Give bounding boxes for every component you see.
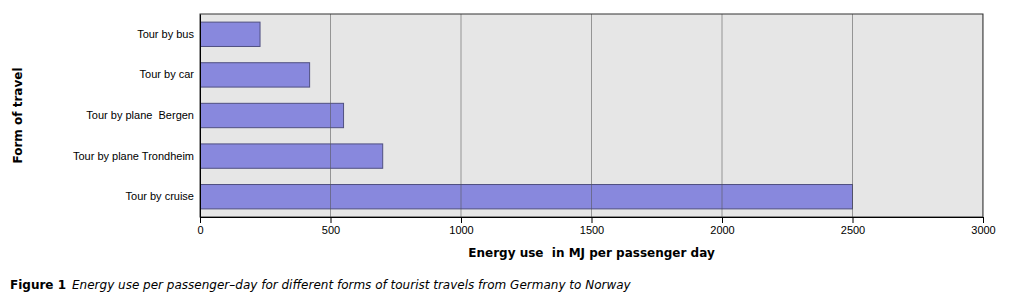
grid-line xyxy=(852,14,853,217)
chart: 050010001500200025003000Tour by cruiseTo… xyxy=(0,0,1023,303)
tick: Tour by plane Trondheim xyxy=(73,150,194,162)
caption: Figure 1 Energy use per passenger–day for… xyxy=(10,278,632,292)
tick-label: Tour by cruise xyxy=(126,190,194,202)
tick-label: Tour by plane Bergen xyxy=(86,109,194,121)
x-axis-title: Energy use in MJ per passenger day xyxy=(468,246,715,260)
tick: 2500 xyxy=(841,217,865,236)
plot-frame xyxy=(200,14,983,217)
tick-label: 1500 xyxy=(580,224,604,236)
tick-label: 2000 xyxy=(710,224,734,236)
grid-line xyxy=(591,14,592,217)
caption-label: Figure 1 xyxy=(10,278,66,292)
tick: Tour by cruise xyxy=(126,190,194,202)
tick: Tour by bus xyxy=(137,28,194,40)
tick-mark xyxy=(461,217,462,223)
tick-mark xyxy=(853,217,854,223)
tick: Tour by plane Bergen xyxy=(86,109,194,121)
tick-mark xyxy=(983,217,984,223)
axis-line xyxy=(201,218,984,224)
tick-label: 2500 xyxy=(841,224,865,236)
tick-label: Tour by plane Trondheim xyxy=(73,150,194,162)
x-axis: 0 500 1000 1500 2000 2500 3000 xyxy=(197,217,995,236)
tick: 1000 xyxy=(449,217,473,236)
tick: 0 xyxy=(197,217,203,236)
bars xyxy=(200,22,853,209)
tick-mark xyxy=(722,217,723,223)
caption-text: Energy use per passenger–day for differe… xyxy=(72,278,632,292)
tick-label: 500 xyxy=(322,224,340,236)
y-axis-title: Form of travel xyxy=(11,67,25,163)
grid-line xyxy=(330,14,331,217)
bar xyxy=(200,103,344,127)
grid xyxy=(200,14,983,217)
bar xyxy=(200,63,310,87)
tick-mark xyxy=(592,217,593,223)
tick-label: 1000 xyxy=(449,224,473,236)
tick: 2000 xyxy=(710,217,734,236)
bar xyxy=(200,22,260,46)
tick: 3000 xyxy=(971,217,995,236)
grid-line xyxy=(461,14,462,217)
tick: 1500 xyxy=(580,217,604,236)
plot-background xyxy=(200,14,983,217)
grid-line xyxy=(722,14,723,217)
grid-line xyxy=(200,14,201,217)
bar xyxy=(200,144,383,168)
tick-label: Tour by bus xyxy=(137,28,194,40)
plot: 050010001500200025003000Tour by cruiseTo… xyxy=(73,14,996,236)
axis-line xyxy=(200,15,201,218)
tick: 500 xyxy=(322,217,340,236)
tick-mark xyxy=(200,217,201,223)
bar xyxy=(200,185,853,209)
y-axis: Tour by cruise Tour by plane Trondheim Tou… xyxy=(73,15,201,218)
tick-mark xyxy=(331,217,332,223)
tick-label: Tour by car xyxy=(140,68,195,80)
tick: Tour by car xyxy=(140,68,195,80)
tick-label: 0 xyxy=(197,224,203,236)
tick-label: 3000 xyxy=(971,224,995,236)
